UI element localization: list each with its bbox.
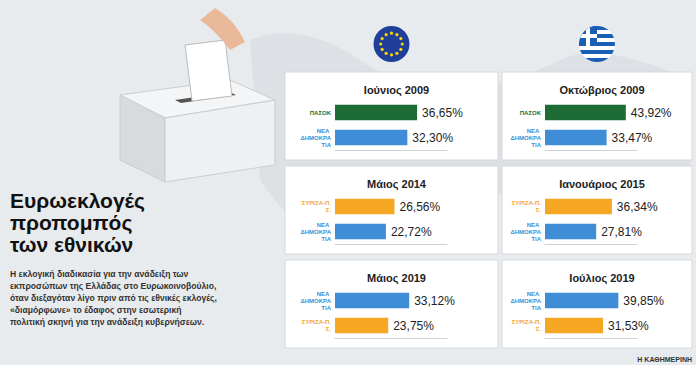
svg-text:ΤΙΑ: ΤΙΑ [321,236,331,242]
svg-text:ΝΕΑ: ΝΕΑ [527,222,541,228]
svg-text:32,30%: 32,30% [412,131,453,145]
svg-text:ΝΕΑ: ΝΕΑ [527,291,541,297]
svg-text:Σ.: Σ. [326,326,332,332]
svg-text:27,81%: 27,81% [601,225,642,239]
svg-text:36,34%: 36,34% [617,200,658,214]
svg-text:ΠΑΣΟΚ: ΠΑΣΟΚ [310,110,332,116]
svg-text:ΤΙΑ: ΤΙΑ [531,305,541,311]
svg-text:26,56%: 26,56% [399,200,440,214]
svg-text:33,47%: 33,47% [612,131,653,145]
svg-text:Ιούλιος 2019: Ιούλιος 2019 [569,272,634,285]
svg-text:ΤΙΑ: ΤΙΑ [531,142,541,148]
svg-text:Σ.: Σ. [536,207,542,213]
svg-text:ΝΕΑ: ΝΕΑ [317,291,331,297]
html-text:όταν διεξαγόταν λίγο πριν από: όταν διεξαγόταν λίγο πριν από τις εθνικέ… [10,293,217,303]
svg-text:Ιανουάριος 2015: Ιανουάριος 2015 [559,178,645,191]
svg-text:ΔΗΜΟΚΡΑ: ΔΗΜΟΚΡΑ [510,135,541,141]
svg-text:ΝΕΑ: ΝΕΑ [317,128,331,134]
html-text:Ευρωεκλογές: Ευρωεκλογές [10,189,145,212]
svg-text:Οκτώβριος 2009: Οκτώβριος 2009 [559,84,644,97]
svg-text:ΣΥΡΙΖΑ-Π.: ΣΥΡΙΖΑ-Π. [302,200,332,206]
html-text:πολιτική σκηνή για την ανάδειξ: πολιτική σκηνή για την ανάδειξη κυβερνήσ… [10,317,205,327]
html-text:Η ΚΑΘΗΜΕΡΙΝΗ: Η ΚΑΘΗΜΕΡΙΝΗ [637,356,692,363]
html-text:προπομπός: προπομπός [10,211,133,234]
svg-text:ΝΕΑ: ΝΕΑ [317,222,331,228]
svg-text:ΣΥΡΙΖΑ-Π.: ΣΥΡΙΖΑ-Π. [302,319,332,325]
svg-text:31,53%: 31,53% [608,319,649,333]
svg-text:23,75%: 23,75% [393,319,434,333]
svg-text:ΤΙΑ: ΤΙΑ [321,305,331,311]
svg-text:36,65%: 36,65% [422,106,463,120]
svg-text:ΝΕΑ: ΝΕΑ [527,128,541,134]
html-text:των εθνικών: των εθνικών [10,233,134,256]
svg-text:ΔΗΜΟΚΡΑ: ΔΗΜΟΚΡΑ [300,229,331,235]
svg-text:Μάιος 2014: Μάιος 2014 [367,178,427,191]
html-text:Η εκλογική διαδικασία για την: Η εκλογική διαδικασία για την ανάδειξη τ… [10,269,189,279]
svg-text:ΣΥΡΙΖΑ-Π.: ΣΥΡΙΖΑ-Π. [512,200,542,206]
svg-text:ΤΙΑ: ΤΙΑ [531,236,541,242]
svg-text:ΔΗΜΟΚΡΑ: ΔΗΜΟΚΡΑ [510,298,541,304]
html-text:εκπροσώπων της Ελλάδας στο Ευρ: εκπροσώπων της Ελλάδας στο Ευρωκοινοβούλ… [10,281,217,291]
svg-text:22,72%: 22,72% [391,225,432,239]
svg-text:39,85%: 39,85% [623,294,664,308]
svg-text:33,12%: 33,12% [414,294,455,308]
svg-text:Σ.: Σ. [536,326,542,332]
svg-text:ΔΗΜΟΚΡΑ: ΔΗΜΟΚΡΑ [510,229,541,235]
svg-text:ΔΗΜΟΚΡΑ: ΔΗΜΟΚΡΑ [300,135,331,141]
svg-text:Ιούνιος 2009: Ιούνιος 2009 [364,84,429,97]
svg-text:Σ.: Σ. [326,207,332,213]
svg-text:ΔΗΜΟΚΡΑ: ΔΗΜΟΚΡΑ [300,298,331,304]
svg-text:ΣΥΡΙΖΑ-Π.: ΣΥΡΙΖΑ-Π. [512,319,542,325]
svg-text:Μάιος 2019: Μάιος 2019 [367,272,426,285]
svg-text:ΠΑΣΟΚ: ΠΑΣΟΚ [520,110,542,116]
html-text:«διαμόρφωνε» το έδαφος στην εσ: «διαμόρφωνε» το έδαφος στην εσωτερική [10,305,182,315]
svg-text:ΤΙΑ: ΤΙΑ [321,142,331,148]
svg-text:43,92%: 43,92% [631,106,672,120]
